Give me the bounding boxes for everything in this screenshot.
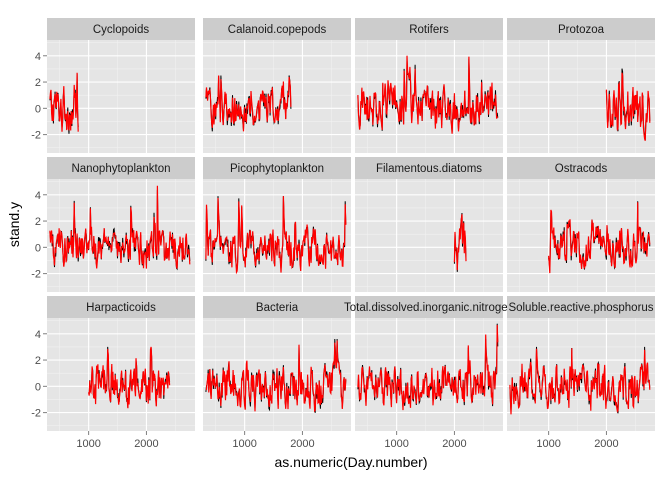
x-tick-label: 2000 — [442, 438, 466, 450]
series-line-fitted — [357, 55, 499, 134]
panel-background — [203, 179, 351, 292]
facet-panel: Filamentous.diatoms — [355, 157, 503, 292]
facet-panel: Rotifers — [355, 18, 503, 153]
facet-strip — [203, 296, 351, 318]
x-axis-title: as.numeric(Day.number) — [274, 454, 427, 470]
panel-background — [47, 40, 195, 153]
series-line-fitted — [205, 340, 347, 413]
facet-strip-label: Total.dissolved.inorganic.nitrogen — [344, 302, 514, 314]
facet-strip-label: Soluble.reactive.phosphorus — [508, 302, 653, 314]
facet-strip-label: Cyclopoids — [93, 24, 149, 36]
facet-strip-label: Picophytoplankton — [230, 163, 324, 175]
facet-panel: Protozoa — [507, 18, 655, 153]
facet-panel: Picophytoplankton — [203, 157, 351, 292]
facet-strip — [203, 157, 351, 179]
series-line-fitted — [49, 72, 79, 132]
x-tick-label: 1000 — [384, 438, 408, 450]
series-line-fitted — [453, 214, 467, 271]
facet-strip-label: Bacteria — [256, 302, 299, 314]
y-axis-title: stand.y — [6, 202, 22, 247]
facet-strip — [355, 18, 503, 40]
y-tick-label: 2 — [35, 77, 41, 89]
facet-strip — [47, 296, 195, 318]
y-tick-label: -2 — [31, 269, 41, 281]
x-tick-label: 2000 — [134, 438, 158, 450]
x-tick-label: 1000 — [536, 438, 560, 450]
series-line-fitted — [357, 324, 499, 411]
x-tick-label: 1000 — [76, 438, 100, 450]
facet-panel: Cyclopoids -2 0 2 4 — [31, 18, 195, 153]
series-line-fitted — [205, 75, 292, 132]
y-tick-label: 4 — [35, 329, 41, 341]
facet-strip — [47, 157, 195, 179]
facet-strip-label: Nanophytoplankton — [71, 163, 170, 175]
series-line-fitted — [49, 185, 191, 269]
series-line-fitted — [548, 202, 651, 274]
y-tick-label: 0 — [35, 242, 41, 254]
y-tick-label: 4 — [35, 190, 41, 202]
panel-background — [507, 179, 655, 292]
facet-strip-label: Ostracods — [555, 163, 608, 175]
facet-panel: Harpacticoids -2 0 2 4 1000 2000 — [31, 296, 195, 450]
facet-strip — [507, 157, 655, 179]
facet-panel: Ostracods — [507, 157, 655, 292]
facet-panel: Calanoid.copepods — [203, 18, 351, 153]
y-tick-label: 4 — [35, 51, 41, 63]
facet-strip-label: Rotifers — [409, 24, 449, 36]
facet-strip — [47, 18, 195, 40]
x-tick-label: 2000 — [594, 438, 618, 450]
series-line-fitted — [205, 196, 347, 275]
facet-strip-label: Calanoid.copepods — [228, 24, 327, 36]
facet-panel: Total.dissolved.inorganic.nitrogen 1000 20… — [344, 296, 514, 450]
facet-strip — [507, 18, 655, 40]
series-line-fitted — [88, 346, 171, 409]
facet-strip-label: Harpacticoids — [86, 302, 156, 314]
series-line-fitted — [605, 72, 651, 141]
facet-strip — [507, 296, 655, 318]
x-tick-label: 2000 — [290, 438, 314, 450]
y-tick-label: 2 — [35, 355, 41, 367]
facet-strip — [355, 157, 503, 179]
y-tick-label: -2 — [31, 130, 41, 142]
facet-strip — [355, 296, 503, 318]
facet-strip-label: Protozoa — [558, 24, 605, 36]
y-tick-label: 0 — [35, 381, 41, 393]
y-tick-label: 0 — [35, 103, 41, 115]
x-tick-label: 1000 — [232, 438, 256, 450]
y-tick-label: 2 — [35, 216, 41, 228]
facet-strip — [203, 18, 351, 40]
facet-strip-label: Filamentous.diatoms — [376, 163, 482, 175]
panel-background — [355, 179, 503, 292]
series-line-fitted — [509, 348, 651, 415]
facet-panel: Nanophytoplankton -2 0 2 4 — [31, 157, 195, 292]
facet-panel: Bacteria 1000 2000 — [203, 296, 351, 450]
y-tick-label: -2 — [31, 408, 41, 420]
facet-panel: Soluble.reactive.phosphorus 1000 2000 — [507, 296, 655, 450]
